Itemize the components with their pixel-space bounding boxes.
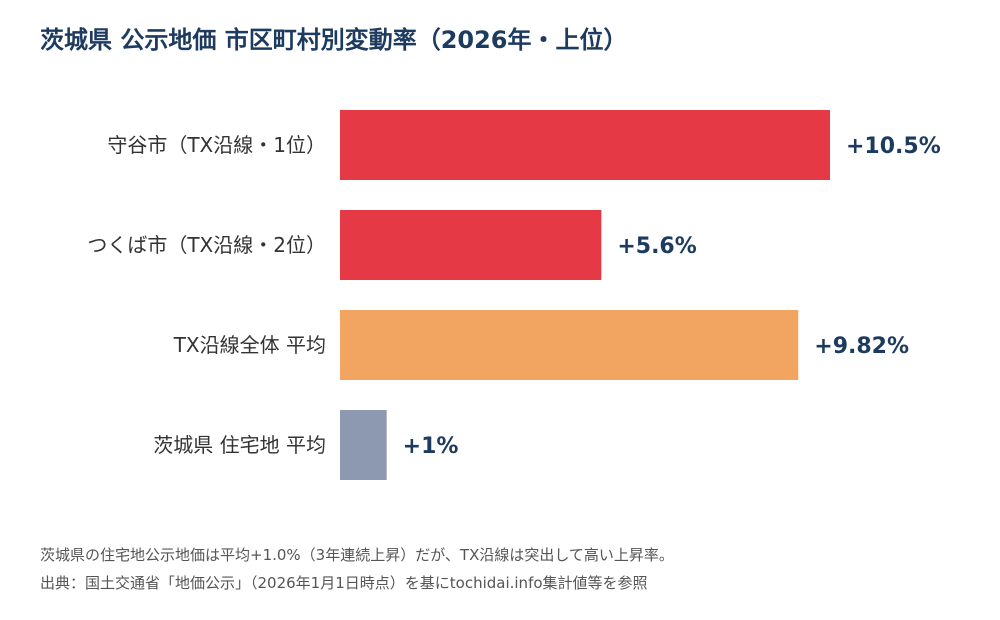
bar — [340, 110, 830, 180]
bar — [340, 310, 799, 380]
bar — [340, 410, 387, 480]
value-label: +9.82% — [814, 334, 909, 359]
category-label: つくば市（TX沿線・2位） — [87, 233, 326, 257]
value-label: +5.6% — [617, 234, 696, 259]
chart-title: 茨城県 公示地価 市区町村別変動率（2026年・上位） — [40, 26, 628, 54]
category-label: TX沿線全体 平均 — [173, 333, 326, 357]
footnote-summary: 茨城県の住宅地公示地価は平均+1.0%（3年連続上昇）だが、TX沿線は突出して高… — [40, 546, 674, 564]
category-label: 茨城県 住宅地 平均 — [153, 433, 326, 457]
footnote-source: 出典：国土交通省「地価公示」（2026年1月1日時点）を基にtochidai.i… — [40, 574, 648, 592]
bar — [340, 210, 602, 280]
value-label: +1% — [403, 434, 459, 459]
category-label: 守谷市（TX沿線・1位） — [107, 133, 326, 157]
value-label: +10.5% — [846, 134, 941, 159]
